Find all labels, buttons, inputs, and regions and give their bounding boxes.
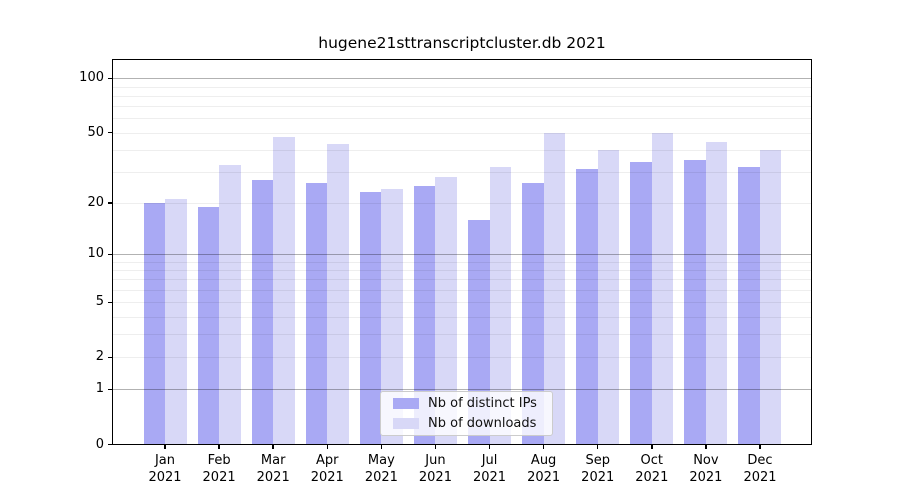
x-tick-sep bbox=[597, 444, 599, 449]
bar-distinct-ips-aug bbox=[522, 182, 544, 445]
minor-gridline-50 bbox=[113, 132, 811, 134]
y-tick-label-0: 0 bbox=[95, 436, 104, 452]
y-tick-label-10: 10 bbox=[87, 246, 104, 262]
y-tick-2 bbox=[108, 356, 113, 359]
chart-title: hugene21sttranscriptcluster.db 2021 bbox=[318, 34, 606, 52]
bar-distinct-ips-sep bbox=[576, 169, 598, 445]
legend-item-downloads: Nb of downloads bbox=[393, 416, 544, 431]
bar-distinct-ips-jan bbox=[143, 202, 165, 445]
x-tick-aug bbox=[542, 444, 545, 449]
bar-distinct-ips-mar bbox=[251, 180, 274, 445]
bar-downloads-jul bbox=[489, 167, 512, 445]
x-tick-oct bbox=[651, 444, 653, 449]
x-tick-label-mar: Mar 2021 bbox=[256, 453, 290, 485]
plot-area: Nb of distinct IPs Nb of downloads bbox=[112, 59, 812, 445]
bar-distinct-ips-nov bbox=[684, 160, 706, 445]
x-tick-label-apr: Apr 2021 bbox=[310, 453, 344, 485]
x-tick-label-jun: Jun 2021 bbox=[418, 453, 452, 485]
y-tick-0 bbox=[108, 443, 113, 446]
x-tick-jan bbox=[164, 444, 166, 449]
x-tick-jul bbox=[488, 444, 491, 449]
bar-downloads-sep bbox=[597, 149, 620, 445]
x-tick-label-feb: Feb 2021 bbox=[202, 453, 236, 485]
bar-distinct-ips-dec bbox=[738, 167, 760, 445]
bar-downloads-mar bbox=[273, 137, 295, 445]
y-tick-50 bbox=[108, 131, 113, 134]
bar-downloads-jun bbox=[435, 177, 457, 445]
x-tick-label-jul: Jul 2021 bbox=[472, 453, 507, 485]
bar-downloads-dec bbox=[759, 149, 782, 445]
legend-label-downloads: Nb of downloads bbox=[428, 416, 537, 431]
minor-gridline-60 bbox=[113, 118, 811, 120]
bar-downloads-feb bbox=[219, 164, 241, 445]
bar-distinct-ips-oct bbox=[630, 162, 652, 445]
bar-downloads-may bbox=[381, 189, 403, 445]
x-tick-label-may: May 2021 bbox=[364, 453, 398, 485]
y-tick-label-5: 5 bbox=[95, 294, 104, 310]
x-tick-dec bbox=[759, 444, 761, 449]
legend: Nb of distinct IPs Nb of downloads bbox=[380, 391, 553, 436]
y-tick-5 bbox=[108, 301, 113, 303]
legend-swatch-downloads bbox=[393, 418, 419, 429]
x-tick-label-jan: Jan 2021 bbox=[148, 453, 182, 485]
bar-downloads-jan bbox=[165, 199, 187, 445]
legend-item-distinct-ips: Nb of distinct IPs bbox=[393, 396, 544, 411]
y-tick-label-1: 1 bbox=[95, 381, 104, 397]
bar-downloads-nov bbox=[705, 142, 728, 445]
x-tick-jun bbox=[434, 444, 437, 449]
x-tick-feb bbox=[218, 444, 220, 449]
bar-downloads-aug bbox=[543, 132, 566, 445]
x-tick-label-aug: Aug 2021 bbox=[527, 453, 561, 485]
x-tick-label-dec: Dec 2021 bbox=[743, 453, 777, 485]
x-tick-mar bbox=[272, 444, 274, 449]
y-tick-label-20: 20 bbox=[87, 194, 104, 210]
y-tick-label-100: 100 bbox=[79, 70, 104, 86]
x-tick-label-sep: Sep 2021 bbox=[581, 453, 615, 485]
bar-distinct-ips-may bbox=[359, 192, 382, 445]
y-tick-label-50: 50 bbox=[87, 124, 104, 140]
bar-downloads-apr bbox=[327, 144, 349, 445]
minor-gridline-70 bbox=[113, 106, 811, 108]
y-tick-1 bbox=[108, 388, 113, 391]
y-tick-10 bbox=[108, 253, 113, 255]
x-tick-label-oct: Oct 2021 bbox=[635, 453, 669, 485]
x-tick-may bbox=[380, 444, 383, 449]
y-tick-100 bbox=[108, 77, 113, 79]
bar-downloads-oct bbox=[651, 132, 674, 445]
legend-swatch-distinct-ips bbox=[393, 398, 419, 409]
x-tick-apr bbox=[326, 444, 328, 449]
y-tick-20 bbox=[108, 202, 113, 204]
legend-label-distinct-ips: Nb of distinct IPs bbox=[428, 396, 537, 411]
bar-distinct-ips-feb bbox=[197, 206, 220, 445]
y-tick-label-2: 2 bbox=[95, 349, 104, 365]
bar-distinct-ips-jun bbox=[413, 185, 436, 445]
minor-gridline-90 bbox=[113, 86, 811, 88]
bar-distinct-ips-apr bbox=[305, 182, 328, 445]
x-tick-label-nov: Nov 2021 bbox=[689, 453, 723, 485]
x-tick-nov bbox=[705, 444, 707, 449]
major-gridline-100 bbox=[113, 78, 811, 80]
minor-gridline-80 bbox=[113, 95, 811, 97]
bar-distinct-ips-jul bbox=[468, 219, 490, 445]
